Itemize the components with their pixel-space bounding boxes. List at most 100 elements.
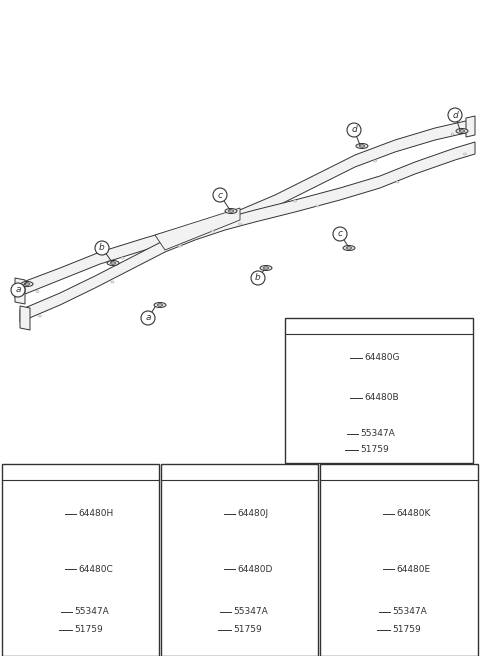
Circle shape — [325, 466, 337, 478]
Circle shape — [338, 356, 341, 359]
Ellipse shape — [368, 628, 376, 632]
Ellipse shape — [367, 511, 377, 517]
Polygon shape — [15, 278, 25, 304]
FancyBboxPatch shape — [369, 518, 375, 524]
Ellipse shape — [53, 629, 55, 630]
Ellipse shape — [360, 145, 364, 147]
Circle shape — [11, 283, 25, 297]
Ellipse shape — [331, 405, 349, 411]
Ellipse shape — [366, 609, 378, 614]
Ellipse shape — [339, 449, 341, 451]
Text: 64480E: 64480E — [396, 565, 430, 573]
Ellipse shape — [207, 511, 218, 517]
Text: a: a — [145, 314, 151, 323]
Ellipse shape — [334, 432, 346, 436]
Ellipse shape — [207, 609, 219, 614]
Ellipse shape — [228, 210, 233, 213]
FancyBboxPatch shape — [320, 464, 478, 656]
Ellipse shape — [209, 628, 217, 632]
Ellipse shape — [44, 565, 64, 573]
Circle shape — [52, 512, 56, 516]
Polygon shape — [20, 306, 30, 330]
Ellipse shape — [50, 628, 58, 632]
Circle shape — [7, 466, 19, 478]
Text: c: c — [337, 230, 343, 239]
Ellipse shape — [43, 510, 65, 518]
Text: d: d — [351, 125, 357, 134]
Text: 55347A: 55347A — [392, 607, 427, 617]
Text: 64480C: 64480C — [78, 565, 113, 573]
Text: d: d — [328, 468, 334, 476]
Circle shape — [290, 320, 302, 332]
FancyBboxPatch shape — [338, 360, 342, 367]
Text: 64480G: 64480G — [364, 354, 399, 363]
Ellipse shape — [24, 283, 29, 285]
Circle shape — [448, 108, 462, 122]
Ellipse shape — [107, 260, 119, 266]
Text: 55347A: 55347A — [233, 607, 268, 617]
Text: 51759: 51759 — [392, 626, 421, 634]
Ellipse shape — [203, 509, 223, 519]
FancyBboxPatch shape — [44, 570, 64, 581]
Text: 64480J: 64480J — [237, 510, 268, 518]
Text: d: d — [452, 110, 458, 119]
Ellipse shape — [52, 611, 56, 613]
FancyBboxPatch shape — [361, 570, 383, 581]
Text: 64480H: 64480H — [78, 510, 113, 518]
Ellipse shape — [264, 267, 268, 269]
Ellipse shape — [154, 302, 166, 308]
Ellipse shape — [343, 245, 355, 251]
Ellipse shape — [203, 565, 224, 573]
FancyBboxPatch shape — [52, 516, 56, 524]
Circle shape — [347, 123, 361, 137]
Circle shape — [95, 241, 109, 255]
Ellipse shape — [121, 257, 124, 259]
Polygon shape — [15, 120, 470, 298]
Circle shape — [211, 512, 215, 516]
Circle shape — [371, 512, 373, 516]
Ellipse shape — [111, 281, 114, 283]
Ellipse shape — [36, 291, 39, 293]
Text: c: c — [170, 468, 174, 476]
Circle shape — [251, 271, 265, 285]
Text: 51759: 51759 — [233, 626, 262, 634]
Ellipse shape — [356, 144, 368, 148]
FancyBboxPatch shape — [285, 318, 473, 463]
Ellipse shape — [48, 609, 60, 614]
Circle shape — [211, 567, 215, 571]
Ellipse shape — [464, 153, 467, 155]
Ellipse shape — [331, 395, 349, 401]
FancyBboxPatch shape — [210, 518, 216, 524]
Polygon shape — [155, 208, 240, 250]
Ellipse shape — [459, 130, 465, 133]
Ellipse shape — [371, 629, 373, 630]
Ellipse shape — [21, 281, 33, 287]
Ellipse shape — [110, 262, 116, 264]
Circle shape — [141, 311, 155, 325]
Text: c: c — [217, 190, 223, 199]
Ellipse shape — [44, 577, 64, 584]
Ellipse shape — [396, 181, 399, 183]
Circle shape — [213, 188, 227, 202]
Ellipse shape — [38, 315, 41, 317]
Ellipse shape — [370, 611, 374, 613]
Ellipse shape — [203, 577, 224, 584]
Ellipse shape — [336, 448, 344, 452]
Ellipse shape — [157, 304, 163, 306]
Ellipse shape — [347, 247, 351, 249]
Circle shape — [52, 567, 56, 571]
Ellipse shape — [260, 266, 272, 270]
Text: b: b — [10, 468, 16, 476]
Polygon shape — [20, 142, 475, 322]
Circle shape — [166, 466, 178, 478]
Circle shape — [371, 567, 373, 571]
Ellipse shape — [362, 509, 382, 519]
Text: b: b — [99, 243, 105, 253]
Ellipse shape — [451, 133, 454, 135]
Ellipse shape — [211, 611, 215, 613]
Ellipse shape — [316, 205, 319, 207]
Ellipse shape — [361, 565, 383, 573]
Ellipse shape — [293, 200, 297, 202]
Text: a: a — [293, 321, 299, 331]
Ellipse shape — [239, 223, 241, 225]
